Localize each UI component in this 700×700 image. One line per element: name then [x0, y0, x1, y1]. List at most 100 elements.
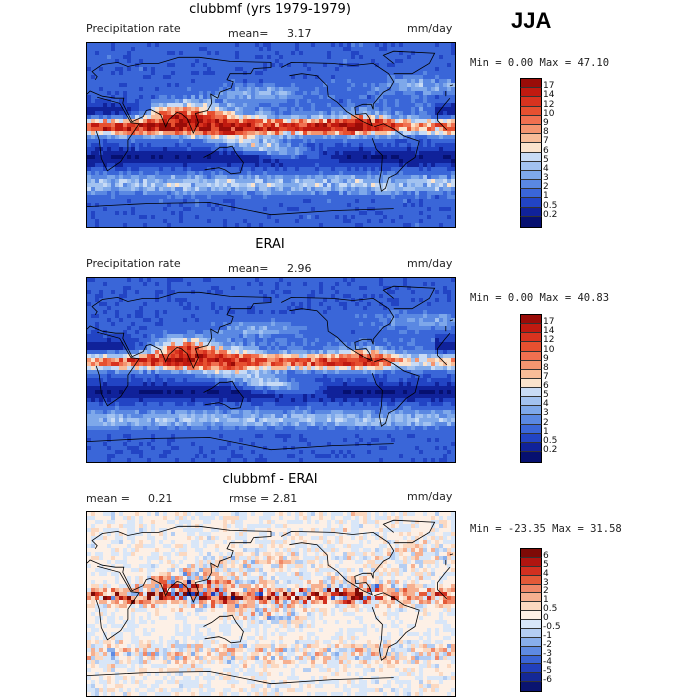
field-cell [371, 79, 376, 84]
field-cell [403, 59, 408, 64]
field-cell [103, 199, 108, 204]
field-cell [391, 282, 396, 287]
field-cell [415, 207, 420, 212]
field-cell [223, 290, 228, 295]
field-cell [179, 211, 184, 216]
field-cell [419, 111, 424, 116]
field-cell [87, 131, 92, 136]
field-cell [295, 167, 300, 172]
field-cell [135, 167, 140, 172]
field-cell [427, 115, 432, 120]
field-cell [163, 63, 168, 68]
field-cell [243, 47, 248, 52]
field-cell [295, 115, 300, 120]
field-cell [279, 207, 284, 212]
field-cell [119, 215, 124, 220]
field-cell [215, 183, 220, 188]
field-cell [87, 47, 92, 52]
field-cell [103, 47, 108, 52]
field-cell [163, 179, 168, 184]
field-cell [111, 55, 116, 60]
field-cell [331, 131, 336, 136]
field-cell [267, 215, 272, 220]
field-cell [155, 87, 160, 92]
field-cell [327, 167, 332, 172]
field-cell [447, 87, 452, 92]
field-cell [199, 203, 204, 208]
field-cell [403, 191, 408, 196]
field-cell [443, 123, 448, 128]
field-cell [331, 151, 336, 156]
field-cell [115, 71, 120, 76]
field-cell [207, 79, 212, 84]
field-cell [231, 139, 236, 144]
field-cell [127, 286, 132, 291]
field-cell [435, 167, 440, 172]
field-cell [371, 183, 376, 188]
field-cell [147, 51, 152, 56]
field-cell [259, 135, 264, 140]
field-cell [147, 207, 152, 212]
field-cell [395, 219, 400, 224]
field-cell [307, 219, 312, 224]
field-cell [87, 207, 92, 212]
field-cell [247, 290, 252, 295]
field-cell [367, 163, 372, 168]
field-cell [427, 171, 432, 176]
field-cell [419, 95, 424, 100]
field-cell [363, 135, 368, 140]
field-cell [219, 286, 224, 291]
field-cell [103, 163, 108, 168]
field-cell [271, 203, 276, 208]
field-cell [267, 163, 272, 168]
field-cell [91, 47, 96, 52]
field-cell [163, 191, 168, 196]
field-cell [383, 203, 388, 208]
field-cell [267, 55, 272, 60]
field-cell [395, 75, 400, 80]
field-cell [331, 75, 336, 80]
field-cell [167, 43, 172, 48]
field-cell [239, 131, 244, 136]
field-cell [223, 219, 228, 224]
field-cell [187, 143, 192, 148]
field-cell [95, 95, 100, 100]
field-cell [263, 99, 268, 104]
field-cell [147, 91, 152, 96]
field-cell [243, 131, 248, 136]
field-cell [123, 223, 128, 227]
field-cell [195, 115, 200, 120]
field-cell [219, 187, 224, 192]
field-cell [335, 171, 340, 176]
field-cell [199, 175, 204, 180]
field-cell [355, 171, 360, 176]
field-cell [251, 71, 256, 76]
field-cell [239, 199, 244, 204]
field-cell [379, 91, 384, 96]
field-cell [119, 67, 124, 72]
field-cell [307, 95, 312, 100]
field-cell [99, 199, 104, 204]
field-cell [95, 147, 100, 152]
field-cell [355, 203, 360, 208]
field-cell [199, 179, 204, 184]
field-cell [431, 215, 436, 220]
field-cell [279, 282, 284, 287]
field-cell [239, 95, 244, 100]
field-cell [123, 55, 128, 60]
field-cell [183, 223, 188, 227]
field-cell [363, 47, 368, 52]
field-cell [363, 219, 368, 224]
field-cell [303, 278, 308, 283]
field-cell [107, 103, 112, 108]
field-cell [147, 183, 152, 188]
field-cell [143, 119, 148, 124]
field-cell [371, 159, 376, 164]
field-cell [227, 191, 232, 196]
field-cell [203, 302, 208, 307]
field-cell [375, 191, 380, 196]
field-cell [303, 131, 308, 136]
field-cell [435, 147, 440, 152]
field-cell [235, 87, 240, 92]
field-cell [307, 79, 312, 84]
